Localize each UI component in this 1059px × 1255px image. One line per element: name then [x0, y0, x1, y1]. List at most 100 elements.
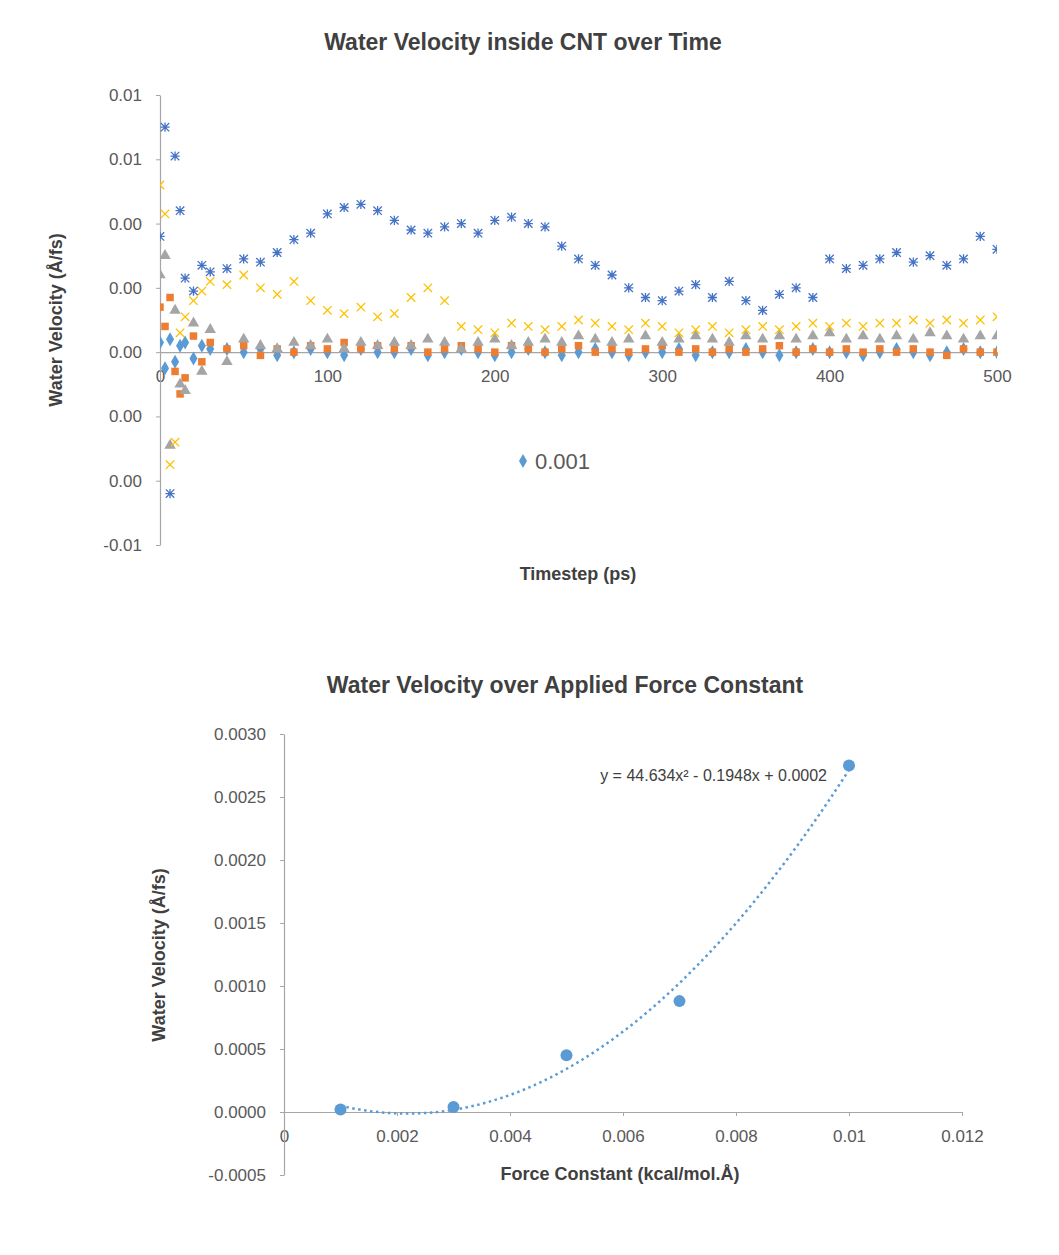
data-point — [625, 348, 633, 356]
y-axis-title: Water Velocity (Å/fs) — [149, 868, 169, 1041]
data-point — [160, 249, 171, 259]
data-point — [742, 348, 750, 356]
tick-label: 0.00 — [109, 472, 142, 491]
data-point — [725, 329, 733, 337]
tick: 0.002 — [376, 1112, 419, 1146]
data-point — [910, 345, 918, 353]
data-point — [323, 209, 332, 218]
data-point — [160, 123, 169, 132]
data-point — [223, 280, 231, 288]
tick-mark — [280, 734, 284, 735]
data-point — [273, 290, 281, 298]
data-point — [876, 319, 884, 327]
tick-label: 300 — [649, 367, 677, 386]
y-axis-title: Water Velocity (Å/fs) — [46, 233, 66, 406]
data-point — [189, 352, 197, 366]
tick-mark — [510, 1112, 511, 1116]
data-point — [809, 345, 817, 353]
data-point — [169, 304, 180, 314]
data-point — [976, 345, 984, 359]
data-point — [539, 333, 550, 343]
data-point — [290, 348, 298, 356]
tick-label: 0.0020 — [214, 851, 266, 870]
chart: Water Velocity over Applied Force Consta… — [149, 672, 984, 1185]
tick-label: 0.00 — [109, 279, 142, 298]
page: Water Velocity inside CNT over Time01002… — [0, 0, 1059, 1255]
tick-label: 0.01 — [109, 86, 142, 105]
tick-mark — [397, 1112, 398, 1116]
data-point — [390, 345, 398, 359]
data-point — [289, 235, 298, 244]
data-point — [271, 342, 282, 352]
data-point — [556, 336, 567, 346]
data-point — [389, 336, 400, 346]
data-point — [708, 322, 716, 330]
data-point — [776, 342, 784, 350]
data-point — [439, 336, 450, 346]
tick-mark — [156, 288, 160, 289]
tick: 0.004 — [489, 1112, 532, 1146]
data-point — [976, 232, 985, 241]
data-point — [590, 333, 601, 343]
data-point — [197, 261, 206, 270]
data-point — [489, 333, 500, 343]
data-point — [792, 322, 800, 330]
data-point — [959, 342, 967, 356]
tick-label: 0.0000 — [214, 1103, 266, 1122]
data-point — [161, 323, 169, 331]
plot-area — [335, 760, 856, 1116]
x-axis: 0100200300400500 — [156, 352, 1012, 386]
trendline — [341, 770, 850, 1114]
data-point — [825, 322, 833, 330]
data-point — [792, 345, 800, 359]
data-point — [490, 216, 499, 225]
tick: 0.0030 — [214, 725, 284, 744]
tick-label: 0.01 — [833, 1127, 866, 1146]
data-point — [198, 287, 206, 295]
data-point — [180, 274, 189, 283]
data-point — [355, 336, 366, 346]
data-point — [925, 251, 934, 260]
data-point — [256, 258, 265, 267]
data-point — [909, 345, 917, 359]
data-point — [792, 283, 801, 292]
data-point — [759, 345, 767, 353]
x-axis: 00.0020.0040.0060.0080.010.012 — [280, 1112, 984, 1146]
data-point — [942, 261, 951, 270]
data-point — [290, 345, 298, 359]
data-point — [758, 322, 766, 330]
data-point — [875, 254, 884, 263]
data-point — [656, 336, 667, 346]
data-point — [841, 333, 852, 343]
data-point — [859, 348, 867, 356]
data-point — [623, 333, 634, 343]
data-point — [591, 319, 599, 327]
data-point — [943, 316, 951, 324]
tick-mark — [156, 416, 160, 417]
data-point — [238, 333, 249, 343]
data-point — [456, 342, 467, 352]
data-point — [206, 339, 214, 347]
data-point — [842, 345, 850, 359]
data-point — [181, 313, 189, 321]
tick: 0.0000 — [214, 1103, 284, 1122]
data-point — [574, 316, 582, 324]
data-point — [941, 329, 952, 339]
data-point — [391, 345, 399, 353]
data-point — [624, 283, 633, 292]
tick: 0.00 — [109, 343, 160, 362]
data-point — [323, 345, 331, 359]
data-point — [240, 342, 248, 350]
data-point — [807, 329, 818, 339]
tick-mark — [156, 224, 160, 225]
data-point — [457, 219, 466, 228]
data-point — [943, 352, 951, 360]
data-point — [607, 270, 616, 279]
data-point — [625, 325, 633, 333]
data-point — [842, 264, 851, 273]
data-point — [641, 319, 649, 327]
data-point — [557, 241, 566, 250]
data-point — [642, 345, 650, 353]
data-point — [372, 339, 383, 349]
data-point — [181, 374, 189, 382]
